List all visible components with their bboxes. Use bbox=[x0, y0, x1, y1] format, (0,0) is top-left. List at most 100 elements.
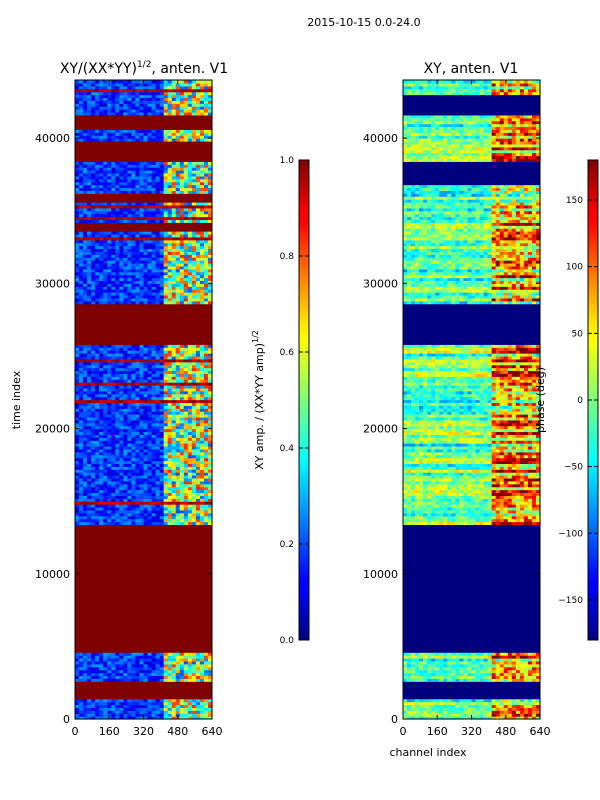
heatmap-cell bbox=[131, 704, 137, 708]
heatmap-cell bbox=[87, 129, 92, 133]
heatmap-cell bbox=[175, 181, 181, 186]
heatmap-cell bbox=[155, 94, 161, 99]
heatmap-cell bbox=[187, 396, 193, 401]
heatmap-cell bbox=[511, 713, 517, 717]
heatmap-cell bbox=[207, 100, 213, 104]
heatmap-cell bbox=[135, 384, 141, 389]
heatmap-cell bbox=[99, 257, 104, 261]
heatmap-cell bbox=[135, 344, 141, 348]
heatmap-cell bbox=[179, 100, 185, 104]
heatmap-cell bbox=[179, 364, 185, 369]
heatmap-cell bbox=[111, 457, 116, 462]
heatmap-cell bbox=[75, 265, 80, 270]
heatmap-cell bbox=[163, 111, 169, 116]
heatmap-cell bbox=[195, 344, 201, 348]
heatmap-cell bbox=[139, 411, 145, 415]
heatmap-cell bbox=[195, 660, 201, 665]
heatmap-cell bbox=[111, 460, 116, 464]
heatmap-cell bbox=[119, 460, 124, 464]
heatmap-cell bbox=[87, 355, 92, 360]
heatmap-cell bbox=[195, 248, 201, 252]
heatmap-cell bbox=[191, 443, 197, 447]
heatmap-cell bbox=[187, 463, 193, 467]
heatmap-cell bbox=[135, 370, 141, 374]
heatmap-cell bbox=[151, 353, 157, 357]
heatmap-cell bbox=[131, 262, 137, 267]
heatmap-cell bbox=[163, 268, 169, 273]
heatmap-cell bbox=[191, 260, 197, 264]
heatmap-cell bbox=[163, 486, 169, 491]
heatmap-cell bbox=[459, 713, 465, 717]
heatmap-cell bbox=[83, 172, 88, 177]
heatmap-cell bbox=[147, 283, 153, 287]
heatmap-cell bbox=[91, 80, 96, 84]
heatmap-cell bbox=[199, 292, 205, 296]
heatmap-cell bbox=[123, 292, 128, 296]
heatmap-cell bbox=[175, 387, 181, 392]
heatmap-cell bbox=[163, 219, 169, 223]
heatmap-cell bbox=[155, 100, 161, 104]
heatmap-cell bbox=[75, 483, 80, 488]
heatmap-cell bbox=[163, 364, 169, 369]
heatmap-cell bbox=[191, 100, 197, 104]
heatmap-cell bbox=[179, 431, 185, 435]
heatmap-cell bbox=[155, 469, 161, 473]
heatmap-cell bbox=[191, 85, 197, 90]
heatmap-cell bbox=[135, 277, 141, 282]
heatmap-cell bbox=[83, 292, 88, 296]
heatmap-cell bbox=[143, 713, 149, 717]
heatmap-cell bbox=[119, 495, 124, 499]
flagged-row bbox=[75, 643, 212, 647]
heatmap-cell bbox=[187, 300, 193, 305]
heatmap-cell bbox=[191, 109, 197, 113]
heatmap-cell bbox=[191, 213, 197, 218]
heatmap-cell bbox=[511, 707, 517, 711]
heatmap-cell bbox=[91, 260, 96, 264]
heatmap-cell bbox=[207, 358, 213, 363]
heatmap-cell bbox=[139, 698, 145, 703]
heatmap-cell bbox=[199, 358, 205, 363]
heatmap-cell bbox=[127, 350, 133, 354]
heatmap-cell bbox=[187, 242, 193, 247]
heatmap-cell bbox=[123, 294, 128, 299]
heatmap-cell bbox=[143, 161, 149, 165]
heatmap-cell bbox=[159, 201, 165, 206]
heatmap-cell bbox=[119, 408, 124, 412]
heatmap-cell bbox=[175, 350, 181, 354]
heatmap-cell bbox=[171, 515, 177, 520]
heatmap-cell bbox=[91, 245, 96, 250]
heatmap-cell bbox=[167, 382, 173, 386]
heatmap-cell bbox=[127, 262, 133, 267]
heatmap-cell bbox=[87, 387, 92, 392]
heatmap-cell bbox=[159, 251, 165, 255]
heatmap-cell bbox=[91, 521, 96, 525]
heatmap-cell bbox=[171, 460, 177, 464]
heatmap-cell bbox=[159, 396, 165, 401]
heatmap-cell bbox=[107, 437, 112, 441]
heatmap-cell bbox=[183, 260, 189, 264]
heatmap-cell bbox=[91, 106, 96, 110]
heatmap-cell bbox=[127, 219, 133, 223]
heatmap-cell bbox=[123, 408, 128, 412]
heatmap-cell bbox=[95, 652, 100, 656]
heatmap-cell bbox=[139, 486, 145, 491]
heatmap-cell bbox=[175, 204, 181, 209]
heatmap-cell bbox=[171, 283, 177, 287]
heatmap-cell bbox=[75, 701, 80, 706]
heatmap-cell bbox=[163, 448, 169, 453]
heatmap-cell bbox=[191, 358, 197, 363]
heatmap-cell bbox=[147, 88, 153, 93]
heatmap-cell bbox=[195, 106, 201, 110]
heatmap-cell bbox=[159, 289, 165, 293]
heatmap-cell bbox=[167, 106, 173, 110]
heatmap-cell bbox=[75, 344, 80, 348]
heatmap-cell bbox=[163, 277, 169, 282]
heatmap-cell bbox=[103, 94, 108, 99]
heatmap-cell bbox=[175, 704, 181, 708]
heatmap-cell bbox=[207, 111, 213, 116]
heatmap-cell bbox=[139, 422, 145, 427]
heatmap-cell bbox=[75, 382, 80, 386]
heatmap-cell bbox=[83, 355, 88, 360]
heatmap-cell bbox=[107, 175, 112, 180]
heatmap-cell bbox=[159, 384, 165, 389]
